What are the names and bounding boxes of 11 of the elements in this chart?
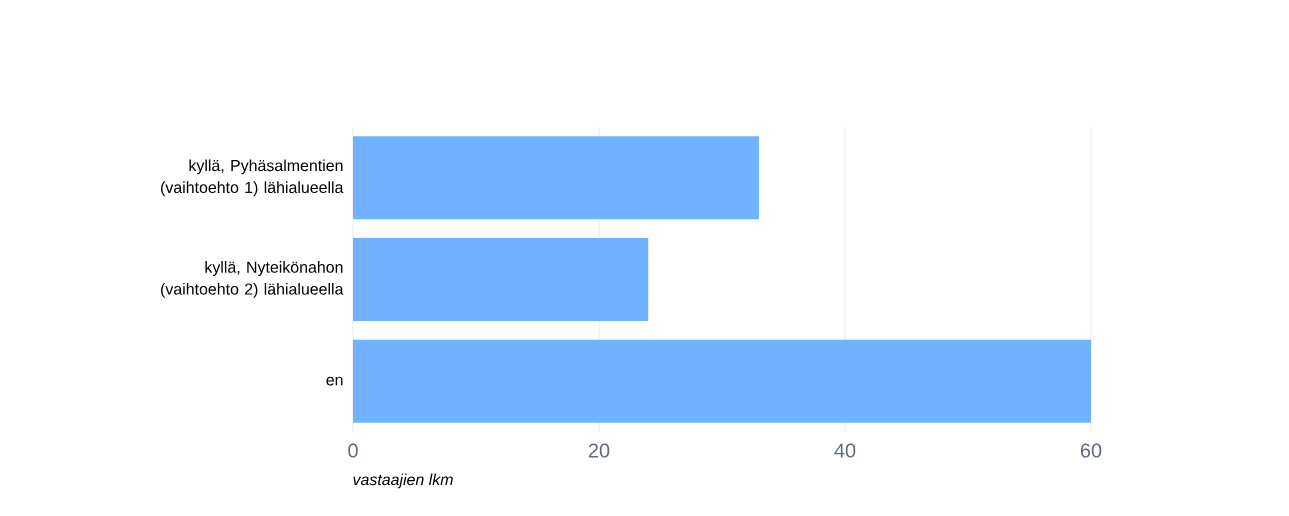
y-tick-label: en	[326, 376, 343, 386]
x-tick-label: 20	[588, 443, 610, 458]
x-tick-label: 0	[348, 443, 358, 458]
bar	[353, 339, 1091, 423]
y-tick-label: kyllä, Nyteikönahon (vaihtoehto 2) lähialueella	[161, 261, 344, 298]
x-tick-label: 60	[1080, 443, 1102, 458]
x-axis-title: vastaajien lkm	[353, 473, 453, 489]
y-tick-label: kyllä, Pyhäsalmentien (vaihtoehto 1) lähialueella	[161, 159, 344, 197]
bar	[353, 237, 649, 321]
bar	[353, 136, 759, 220]
x-tick-label: 40	[834, 443, 856, 458]
